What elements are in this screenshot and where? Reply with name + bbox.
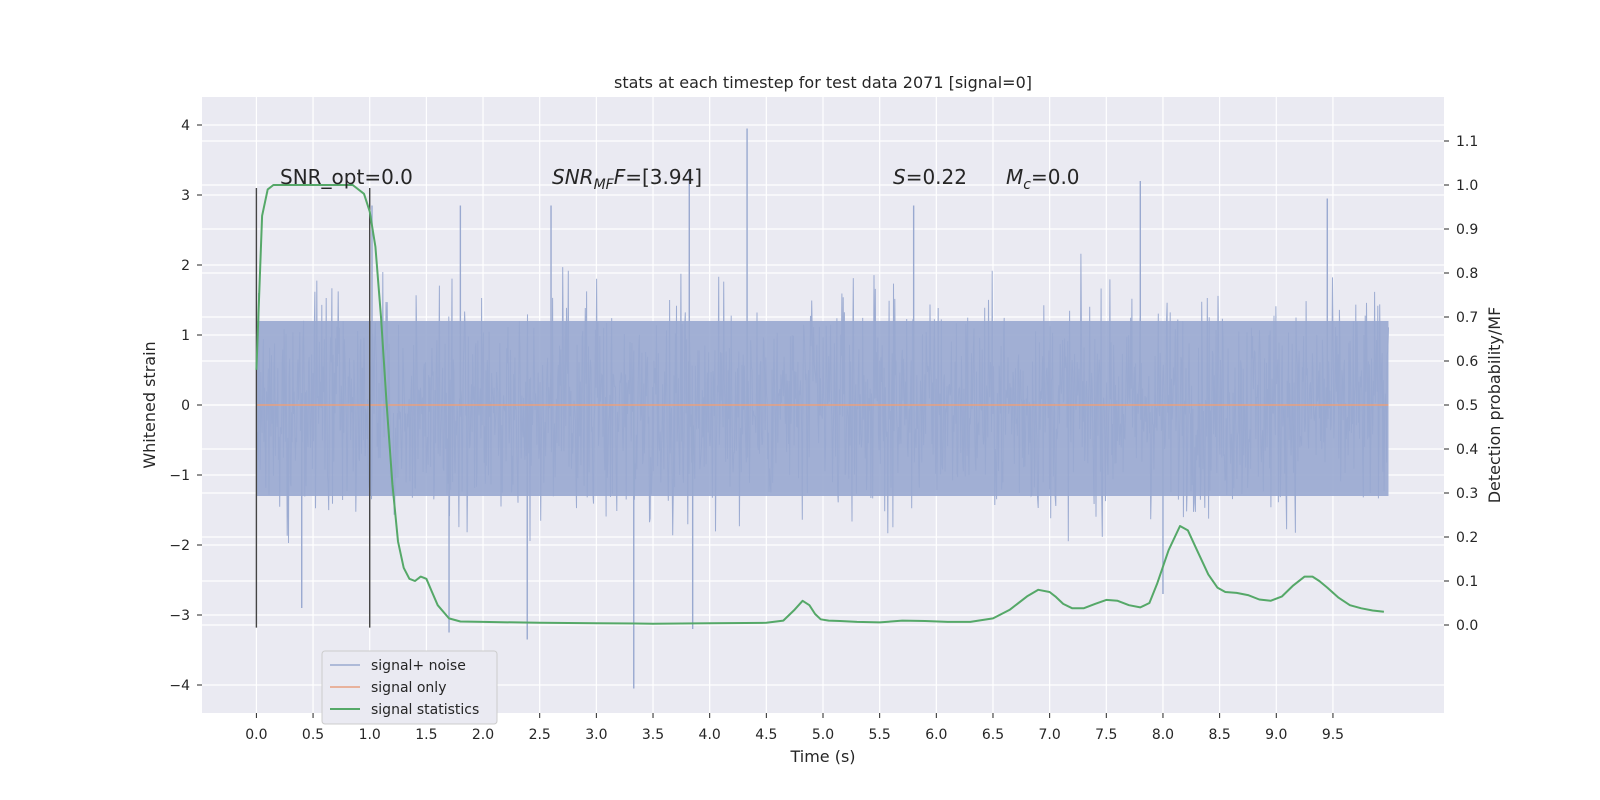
signal-statistics-line (255, 184, 1385, 625)
x-tick-label: 6.0 (925, 727, 947, 743)
y-tick-label-right: 0.6 (1456, 354, 1478, 370)
annotation-snr-opt: SNR_opt=0.0 (280, 165, 413, 189)
x-tick-label: 3.0 (585, 727, 607, 743)
y-tick-label-right: 0.3 (1456, 486, 1478, 502)
x-tick-label: 2.5 (529, 727, 551, 743)
legend-box (321, 650, 498, 725)
y-tick-label-right: 0.9 (1456, 222, 1478, 238)
mc-sub: c (1023, 177, 1031, 193)
s-symbol: S (893, 165, 906, 189)
signal-noise-series (255, 128, 1389, 689)
vertical-markers (255, 188, 371, 628)
y-tick-label-right: 0.2 (1456, 530, 1478, 546)
x-tick-label: 5.5 (869, 727, 891, 743)
x-tick-label: 0.5 (302, 727, 324, 743)
x-axis-label: Time (s) (789, 747, 855, 766)
legend-label-signal-statistics: signal statistics (371, 702, 479, 718)
x-tick-label: 7.0 (1039, 727, 1061, 743)
x-tick-label: 0.0 (245, 727, 267, 743)
x-tick-label: 9.5 (1322, 727, 1344, 743)
signal-statistics-series (255, 184, 1385, 625)
annotation-mc: Mc=0.0 (1006, 165, 1080, 193)
x-tick-label: 7.5 (1095, 727, 1117, 743)
y-tick-label-right: 1.0 (1456, 178, 1478, 194)
x-tick-label: 1.0 (359, 727, 381, 743)
y-tick-label-right: 0.8 (1456, 266, 1478, 282)
signal-noise-core (256, 321, 1389, 496)
x-tick-label: 8.0 (1152, 727, 1174, 743)
y-tick-label-right: 0.4 (1456, 442, 1478, 458)
y-tick-label-right: 0.0 (1456, 618, 1478, 634)
y-tick-label-right: 0.5 (1456, 398, 1478, 414)
y-ticks-left: −4 −3 −2 −1 0 1 2 3 4 (169, 118, 202, 694)
y-tick-label-right: 0.1 (1456, 574, 1478, 590)
legend-label-signal-noise: signal+ noise (371, 658, 466, 674)
y-tick-label-left: 1 (181, 328, 190, 344)
x-tick-label: 5.0 (812, 727, 834, 743)
legend-label-signal-only: signal only (371, 680, 446, 696)
y-tick-label-left: −2 (169, 538, 190, 554)
x-tick-label: 8.5 (1208, 727, 1230, 743)
x-tick-label: 4.5 (755, 727, 777, 743)
y-tick-label-left: 2 (181, 258, 190, 274)
x-ticks: 0.0 0.5 1.0 1.5 2.0 2.5 3.0 3.5 4.0 4.5 5.0 5.5 6.0 6… (245, 713, 1344, 743)
snr-mf-sub: MF (594, 177, 615, 193)
annotation-snr-mf: SNRMFF=[3.94] (552, 165, 702, 193)
y-tick-label-left: −4 (169, 678, 190, 694)
mc-main: M (1006, 165, 1023, 189)
x-tick-label: 1.5 (415, 727, 437, 743)
y-tick-label-left: −1 (169, 468, 190, 484)
x-tick-label: 3.5 (642, 727, 664, 743)
y-axis-label-right: Detection probability/MF (1485, 307, 1504, 504)
mc-value: =0.0 (1031, 165, 1080, 189)
snr-mf-value: =[3.94] (625, 165, 702, 189)
y-tick-label-right: 0.7 (1456, 310, 1478, 326)
y-tick-label-left: −3 (169, 608, 190, 624)
y-tick-label-right: 1.1 (1456, 134, 1478, 150)
snr-mf-f: F (614, 165, 626, 189)
chart-title: stats at each timestep for test data 207… (614, 73, 1032, 92)
snr-mf-main: SNR (552, 165, 594, 189)
legend: signal+ noise signal only signal statist… (321, 650, 498, 725)
x-tick-label: 9.0 (1265, 727, 1287, 743)
s-value: =0.22 (906, 165, 967, 189)
y-ticks-right: 0.0 0.1 0.2 0.3 0.4 0.5 0.6 0.7 0.8 0.9 1.0 1.1 (1444, 134, 1478, 634)
y-tick-label-left: 0 (181, 398, 190, 414)
x-tick-label: 6.5 (982, 727, 1004, 743)
x-tick-label: 4.0 (699, 727, 721, 743)
y-axis-label-left: Whitened strain (140, 341, 159, 468)
annotation-s: S=0.22 (893, 165, 967, 189)
y-tick-label-left: 4 (181, 118, 190, 134)
y-tick-label-left: 3 (181, 188, 190, 204)
x-tick-label: 2.0 (472, 727, 494, 743)
